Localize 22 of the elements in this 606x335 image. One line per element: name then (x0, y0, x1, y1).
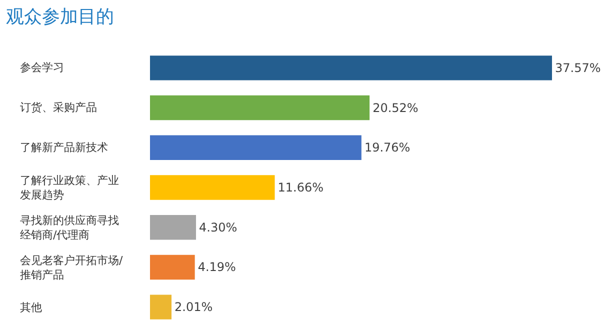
bar (150, 135, 362, 160)
data-label: 20.52% (372, 100, 418, 115)
data-label: 37.57% (555, 60, 601, 75)
y-tick-label: 其他 (20, 301, 42, 314)
bar (150, 175, 275, 200)
data-label: 4.19% (198, 260, 236, 274)
chart-title: 观众参加目的 (6, 6, 114, 28)
y-tick-label: 寻找新的供应商寻找经销商/代理商 (20, 214, 119, 242)
bar (150, 215, 196, 240)
data-label: 11.66% (278, 180, 324, 194)
y-tick-label: 了解行业政策、产业发展趋势 (20, 174, 119, 202)
data-label: 4.30% (199, 220, 238, 234)
y-tick-label: 会见老客户开拓市场/推销产品 (20, 254, 123, 282)
y-tick-label: 参会学习 (20, 61, 64, 74)
bar (150, 95, 370, 120)
bar (150, 254, 195, 280)
y-tick-label: 了解新产品新技术 (20, 141, 108, 154)
bar (150, 294, 172, 320)
data-label: 19.76% (364, 140, 410, 155)
y-tick-label: 订货、采购产品 (20, 101, 97, 114)
data-label: 2.01% (174, 300, 213, 314)
bar (150, 56, 552, 80)
